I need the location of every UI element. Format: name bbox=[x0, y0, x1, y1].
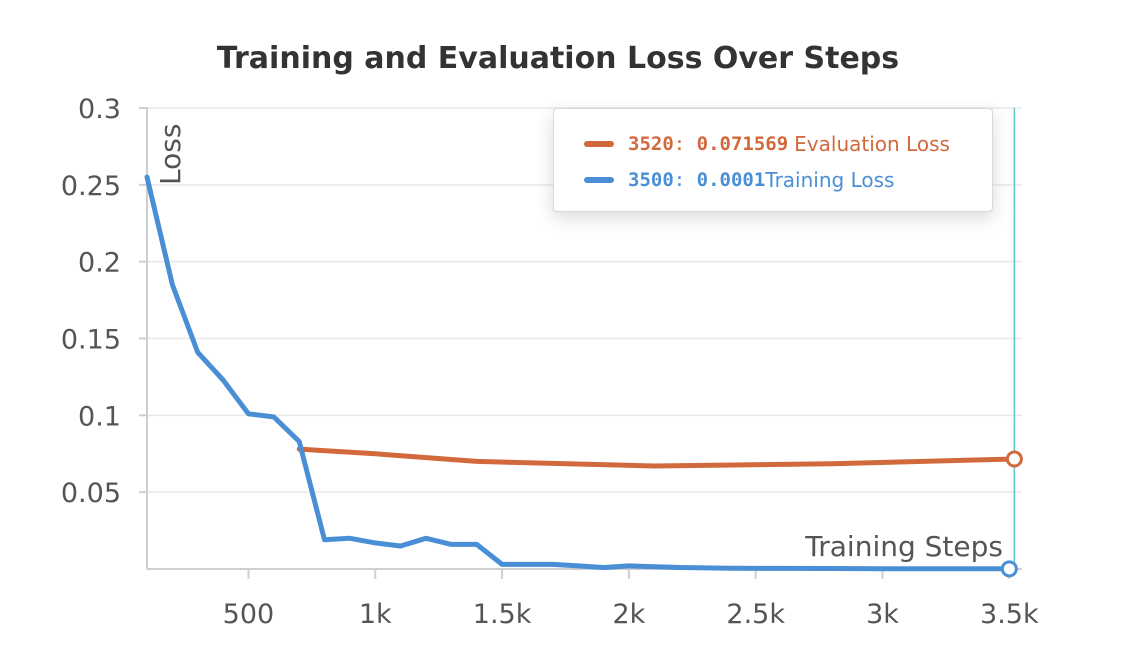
chart-title: Training and Evaluation Loss Over Steps bbox=[217, 41, 899, 76]
x-tick-label: 1k bbox=[359, 599, 392, 630]
legend-train-value: 0.0001 bbox=[696, 169, 766, 191]
legend-separator: : bbox=[673, 169, 697, 191]
series-group bbox=[144, 174, 1023, 578]
y-axis-ticks: 0.05 0.1 0.15 0.2 0.25 0.3 bbox=[61, 94, 147, 509]
legend-item-evaluation-loss[interactable]: 3520 : 0.071569 Evaluation Loss bbox=[584, 129, 950, 159]
training-loss-swatch bbox=[584, 177, 614, 183]
evaluation-loss-swatch bbox=[584, 141, 614, 147]
legend: 3520 : 0.071569 Evaluation Loss 3500 : 0… bbox=[553, 108, 993, 212]
y-tick-label: 0.15 bbox=[61, 325, 121, 356]
evaluation-loss-line bbox=[296, 446, 1017, 469]
x-tick-label: 3k bbox=[866, 599, 899, 630]
x-tick-label: 2k bbox=[612, 599, 645, 630]
legend-item-training-loss[interactable]: 3500 : 0.0001 Training Loss bbox=[584, 165, 894, 195]
x-tick-label: 1.5k bbox=[473, 599, 532, 630]
legend-eval-value: 0.071569 bbox=[696, 133, 789, 155]
y-tick-label: 0.25 bbox=[61, 171, 121, 202]
x-tick-label: 3.5k bbox=[980, 599, 1039, 630]
evaluation-loss-hover-marker bbox=[1005, 450, 1023, 468]
training-loss-line bbox=[144, 174, 1012, 572]
y-tick-label: 0.1 bbox=[78, 401, 121, 432]
training-loss-hover-marker bbox=[1000, 560, 1018, 578]
y-axis-label: Loss bbox=[154, 124, 187, 185]
legend-eval-step: 3520 bbox=[628, 133, 674, 155]
legend-train-name: Training Loss bbox=[765, 168, 895, 192]
legend-train-step: 3500 bbox=[628, 169, 674, 191]
x-tick-label: 2.5k bbox=[726, 599, 785, 630]
legend-separator: : bbox=[673, 133, 697, 155]
y-tick-label: 0.2 bbox=[78, 248, 121, 279]
legend-eval-name: Evaluation Loss bbox=[794, 132, 950, 156]
x-tick-label: 500 bbox=[223, 599, 275, 630]
y-tick-label: 0.05 bbox=[61, 478, 121, 509]
x-axis-label: Training Steps bbox=[804, 530, 1003, 563]
x-axis-ticks: 500 1k 1.5k 2k 2.5k 3k 3.5k bbox=[223, 569, 1039, 630]
y-tick-label: 0.3 bbox=[78, 94, 121, 125]
